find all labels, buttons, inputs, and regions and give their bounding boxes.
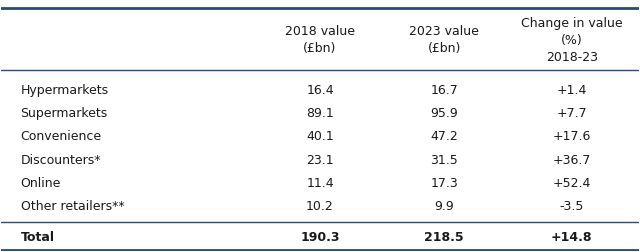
Text: -3.5: -3.5 bbox=[559, 199, 584, 212]
Text: +14.8: +14.8 bbox=[551, 230, 593, 243]
Text: Supermarkets: Supermarkets bbox=[20, 107, 108, 119]
Text: 218.5: 218.5 bbox=[424, 230, 464, 243]
Text: 47.2: 47.2 bbox=[430, 130, 458, 143]
Text: 31.5: 31.5 bbox=[430, 153, 458, 166]
Text: 95.9: 95.9 bbox=[430, 107, 458, 119]
Text: 2018 value
(£bn): 2018 value (£bn) bbox=[285, 25, 355, 55]
Text: +17.6: +17.6 bbox=[552, 130, 591, 143]
Text: 10.2: 10.2 bbox=[306, 199, 334, 212]
Text: Online: Online bbox=[20, 176, 61, 189]
Text: Total: Total bbox=[20, 230, 54, 243]
Text: +36.7: +36.7 bbox=[552, 153, 591, 166]
Text: 40.1: 40.1 bbox=[306, 130, 334, 143]
Text: 17.3: 17.3 bbox=[430, 176, 458, 189]
Text: 89.1: 89.1 bbox=[306, 107, 334, 119]
Text: 11.4: 11.4 bbox=[306, 176, 334, 189]
Text: Convenience: Convenience bbox=[20, 130, 102, 143]
Text: +52.4: +52.4 bbox=[552, 176, 591, 189]
Text: 9.9: 9.9 bbox=[435, 199, 454, 212]
Text: 190.3: 190.3 bbox=[300, 230, 340, 243]
Text: +7.7: +7.7 bbox=[556, 107, 587, 119]
Text: Discounters*: Discounters* bbox=[20, 153, 101, 166]
Text: 2023 value
(£bn): 2023 value (£bn) bbox=[410, 25, 479, 55]
Text: +1.4: +1.4 bbox=[557, 83, 587, 96]
Text: Change in value
(%)
2018-23: Change in value (%) 2018-23 bbox=[521, 17, 623, 64]
Text: 16.7: 16.7 bbox=[430, 83, 458, 96]
Text: 23.1: 23.1 bbox=[306, 153, 334, 166]
Text: Hypermarkets: Hypermarkets bbox=[20, 83, 109, 96]
Text: 16.4: 16.4 bbox=[306, 83, 334, 96]
Text: Other retailers**: Other retailers** bbox=[20, 199, 124, 212]
